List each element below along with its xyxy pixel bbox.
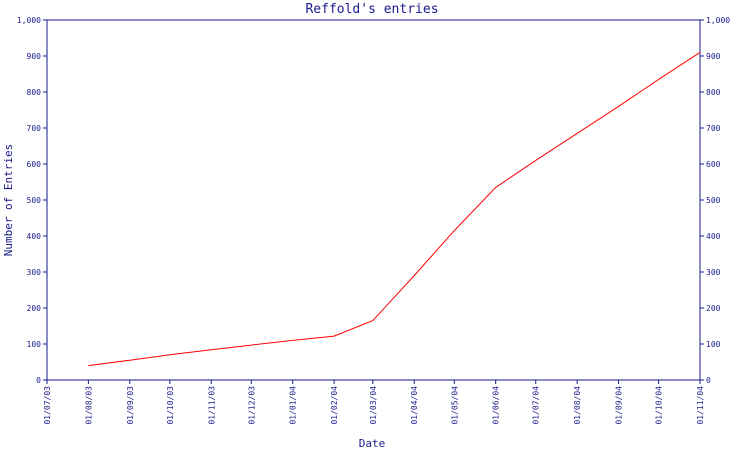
x-tick-label: 01/09/03	[126, 386, 135, 425]
y-tick-label-left: 800	[27, 88, 42, 97]
y-axis-right: 0 100 200 300 400 500 600 700 800 900 1,000	[700, 16, 730, 385]
x-tick-label: 01/10/03	[166, 386, 175, 425]
y-tick-label-left: 500	[27, 196, 42, 205]
y-tick-label-right: 1,000	[706, 16, 730, 25]
x-tick-label: 01/03/04	[369, 386, 378, 425]
x-tick-label: 01/11/04	[696, 386, 705, 425]
x-tick-label: 01/06/04	[492, 386, 501, 425]
x-tick-label: 01/08/03	[84, 386, 93, 425]
y-axis-left: 0 100 200 300 400 500 600 700 800 900 1,000	[17, 16, 47, 385]
y-axis-title: Number of Entries	[2, 144, 15, 257]
y-tick-label-right: 900	[706, 52, 721, 61]
series-layer	[88, 51, 701, 367]
y-tick-label-right: 600	[706, 160, 721, 169]
y-tick-label-left: 200	[27, 304, 42, 313]
y-tick-label-right: 0	[706, 376, 711, 385]
x-tick-label: 01/11/03	[207, 386, 216, 425]
x-tick-label: 01/05/04	[450, 386, 459, 425]
x-tick-label: 01/10/04	[655, 386, 664, 425]
y-tick-label-left: 900	[27, 52, 42, 61]
y-tick-label-right: 200	[706, 304, 721, 313]
y-tick-label-left: 0	[36, 376, 41, 385]
y-tick-label-left: 600	[27, 160, 42, 169]
x-axis: 01/07/03 01/08/03 01/09/03 01/10/03 01/11/03…	[43, 380, 705, 425]
plot-frame	[46, 19, 701, 381]
x-tick-label: 01/02/04	[330, 386, 339, 425]
y-tick-label-right: 500	[706, 196, 721, 205]
x-tick-label: 01/01/04	[289, 386, 298, 425]
plot-border	[46, 19, 701, 381]
x-axis-title: Date	[359, 437, 386, 450]
y-tick-label-right: 400	[706, 232, 721, 241]
y-tick-label-left: 100	[27, 340, 42, 349]
y-tick-label-left: 700	[27, 124, 42, 133]
y-tick-label-right: 800	[706, 88, 721, 97]
chart-title: Reffold's entries	[305, 2, 438, 17]
y-tick-label-right: 700	[706, 124, 721, 133]
x-tick-label: 01/04/04	[410, 386, 419, 425]
y-tick-label-right: 100	[706, 340, 721, 349]
x-tick-label: 01/12/03	[247, 386, 256, 425]
series-line-entries	[88, 51, 701, 367]
x-tick-label: 01/09/04	[615, 386, 624, 425]
y-tick-label-left: 300	[27, 268, 42, 277]
x-tick-label: 01/07/04	[532, 386, 541, 425]
x-tick-label: 01/07/03	[43, 386, 52, 425]
x-tick-label: 01/08/04	[573, 386, 582, 425]
y-tick-label-left: 400	[27, 232, 42, 241]
y-tick-label-right: 300	[706, 268, 721, 277]
y-tick-label-left: 1,000	[17, 16, 41, 25]
